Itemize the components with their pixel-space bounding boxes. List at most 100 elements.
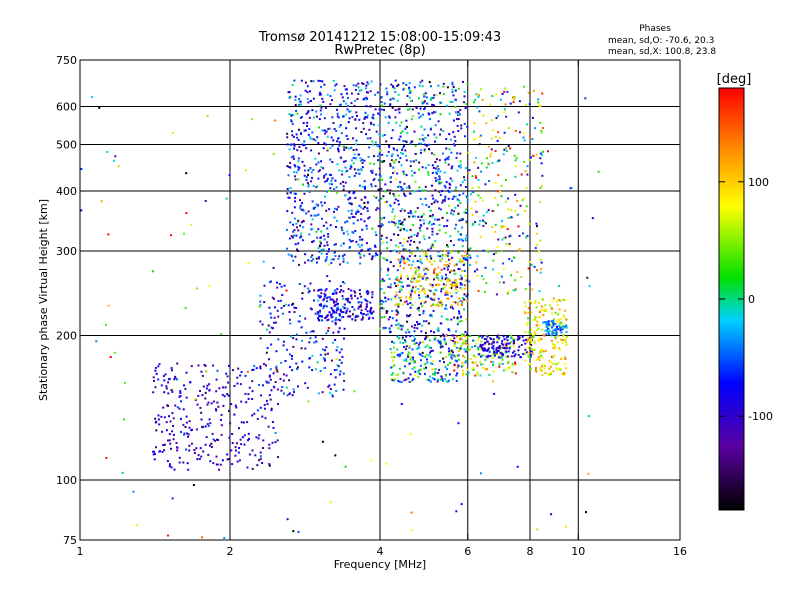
data-point: [451, 88, 454, 91]
data-point: [420, 300, 423, 303]
data-point: [389, 192, 391, 195]
data-point: [513, 338, 516, 341]
data-point: [514, 159, 517, 162]
data-point: [441, 345, 444, 348]
data-point: [188, 449, 191, 452]
data-point: [397, 93, 400, 96]
data-point: [367, 317, 370, 320]
data-point: [359, 157, 362, 160]
data-point: [404, 340, 407, 343]
data-point: [323, 201, 326, 204]
data-point: [333, 369, 336, 371]
data-point: [405, 159, 408, 162]
data-point: [422, 275, 425, 278]
data-point: [292, 135, 295, 138]
data-point: [559, 327, 562, 329]
data-point: [469, 335, 472, 338]
data-point: [417, 371, 420, 374]
data-point: [517, 335, 520, 338]
data-point: [395, 319, 398, 322]
data-point: [381, 178, 384, 181]
data-point: [438, 175, 441, 178]
data-point: [309, 337, 312, 340]
data-point: [367, 313, 370, 316]
data-point: [381, 278, 384, 281]
data-point: [311, 176, 313, 179]
data-point: [341, 170, 344, 173]
data-point: [379, 238, 382, 241]
data-point: [527, 267, 530, 270]
data-point: [460, 315, 463, 318]
data-point: [307, 291, 310, 294]
data-point: [433, 201, 436, 204]
data-point: [378, 152, 381, 155]
data-point: [451, 334, 454, 337]
data-point: [165, 429, 168, 432]
data-point: [455, 510, 458, 513]
data-point: [201, 374, 204, 377]
data-point: [411, 281, 414, 283]
data-point: [274, 381, 277, 383]
data-point: [324, 349, 326, 352]
data-point: [320, 288, 323, 291]
data-point: [359, 238, 361, 241]
data-point: [386, 247, 389, 250]
data-point: [371, 140, 374, 143]
data-point: [336, 364, 339, 367]
data-point: [422, 250, 425, 253]
data-point: [542, 314, 545, 317]
data-point: [553, 345, 556, 348]
data-point: [437, 301, 440, 304]
data-point: [472, 369, 475, 371]
data-point: [421, 277, 424, 280]
data-point: [418, 343, 421, 346]
data-point: [392, 208, 394, 211]
data-point: [407, 377, 410, 380]
data-point: [359, 292, 361, 295]
data-point: [441, 216, 444, 219]
data-point: [512, 338, 515, 341]
data-point: [316, 185, 319, 188]
data-point: [204, 391, 207, 394]
data-point: [522, 136, 525, 139]
data-point: [421, 166, 424, 169]
data-point: [591, 217, 594, 220]
data-point: [338, 313, 341, 315]
data-point: [317, 204, 320, 207]
data-point: [534, 315, 537, 318]
data-point: [413, 326, 416, 329]
data-point: [112, 159, 115, 162]
data-point: [418, 168, 420, 171]
data-point: [477, 194, 480, 197]
data-point: [394, 244, 397, 247]
data-point: [459, 233, 462, 236]
data-point: [334, 179, 337, 182]
y-tick-label: 400: [56, 185, 77, 198]
data-point: [430, 85, 432, 88]
data-point: [384, 300, 387, 303]
data-point: [408, 284, 411, 287]
data-point: [374, 141, 377, 144]
data-point: [408, 352, 411, 354]
data-point: [497, 131, 500, 134]
data-point: [390, 324, 393, 327]
data-point: [547, 327, 550, 330]
data-point: [467, 172, 470, 175]
data-point: [398, 303, 401, 306]
data-point: [447, 245, 450, 248]
data-point: [288, 237, 291, 240]
data-point: [363, 220, 366, 223]
data-point: [298, 128, 300, 131]
data-point: [208, 389, 211, 392]
data-point: [316, 361, 319, 364]
data-point: [502, 343, 505, 346]
data-point: [309, 331, 312, 334]
data-point: [550, 307, 553, 309]
data-point: [481, 354, 484, 357]
data-point: [375, 173, 378, 176]
data-point: [398, 161, 401, 163]
data-point: [201, 426, 204, 429]
data-point: [292, 157, 295, 160]
data-point: [347, 300, 350, 303]
data-point: [306, 125, 308, 127]
